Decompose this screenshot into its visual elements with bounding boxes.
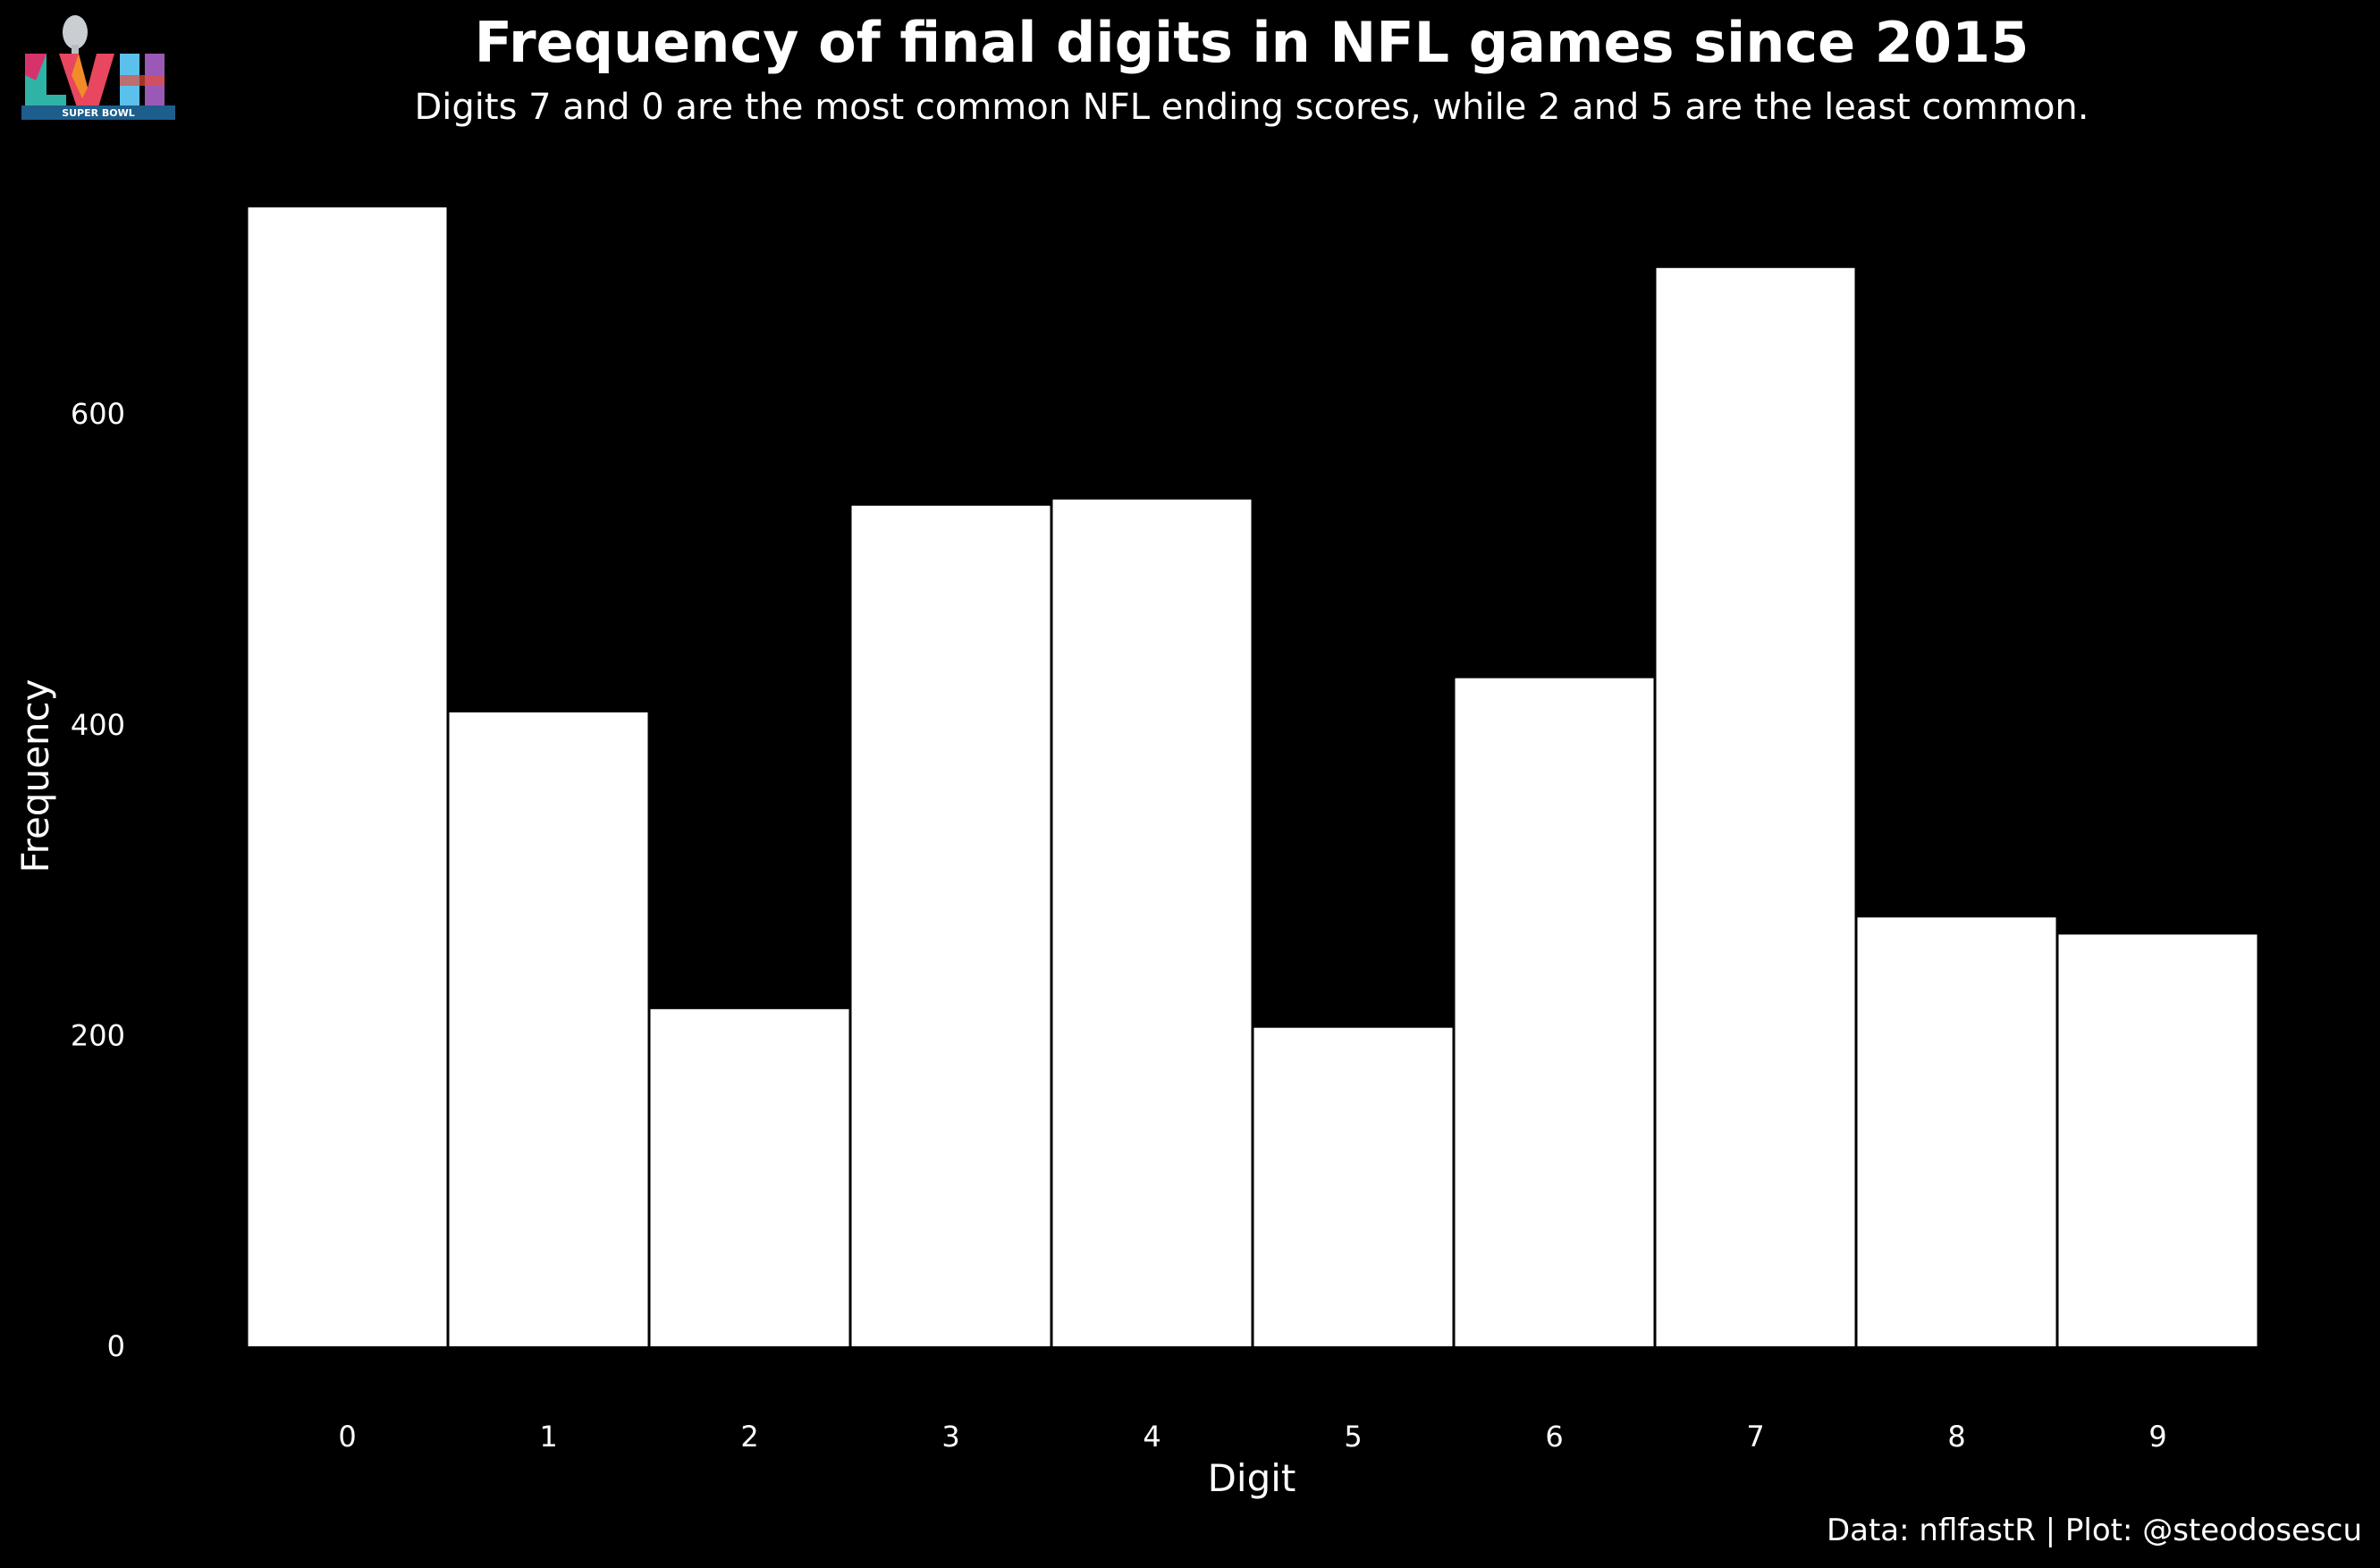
x-tick-label: 4 bbox=[1143, 1420, 1160, 1454]
y-tick-label: 400 bbox=[71, 708, 125, 742]
x-axis-title: Digit bbox=[1208, 1456, 1296, 1500]
bar-digit-5 bbox=[1253, 1027, 1453, 1346]
y-axis-ticks: 0 200 400 600 bbox=[71, 397, 125, 1363]
bars bbox=[248, 207, 2258, 1347]
chart-subtitle: Digits 7 and 0 are the most common NFL e… bbox=[414, 87, 2089, 128]
bar-digit-7 bbox=[1656, 267, 1855, 1347]
x-tick-label: 1 bbox=[539, 1420, 557, 1454]
y-tick-label: 0 bbox=[107, 1329, 125, 1363]
bar-digit-2 bbox=[650, 1008, 849, 1346]
bar-digit-9 bbox=[2058, 934, 2258, 1346]
bar-digit-0 bbox=[248, 207, 447, 1346]
x-tick-label: 3 bbox=[941, 1420, 959, 1454]
y-tick-label: 200 bbox=[71, 1018, 125, 1052]
x-tick-label: 2 bbox=[740, 1420, 758, 1454]
chart-caption: Data: nflfastR | Plot: @steodosescu bbox=[1826, 1513, 2362, 1548]
x-tick-label: 6 bbox=[1545, 1420, 1563, 1454]
bar-digit-6 bbox=[1455, 678, 1654, 1346]
bar-digit-4 bbox=[1052, 499, 1252, 1346]
y-tick-label: 600 bbox=[71, 397, 125, 431]
bar-digit-1 bbox=[449, 712, 648, 1346]
x-tick-label: 5 bbox=[1344, 1420, 1362, 1454]
x-tick-label: 8 bbox=[1947, 1420, 1965, 1454]
x-axis-ticks: 0 1 2 3 4 5 6 7 8 9 bbox=[338, 1420, 2166, 1454]
x-tick-label: 9 bbox=[2148, 1420, 2166, 1454]
chart-title: Frequency of final digits in NFL games s… bbox=[474, 10, 2030, 75]
bar-digit-3 bbox=[851, 505, 1051, 1346]
y-axis-title: Frequency bbox=[13, 679, 57, 873]
x-tick-label: 7 bbox=[1746, 1420, 1764, 1454]
super-bowl-logo: SUPER BOWL bbox=[21, 15, 175, 120]
bar-digit-8 bbox=[1857, 917, 2056, 1346]
logo-text: SUPER BOWL bbox=[62, 107, 135, 119]
x-tick-label: 0 bbox=[338, 1420, 356, 1454]
